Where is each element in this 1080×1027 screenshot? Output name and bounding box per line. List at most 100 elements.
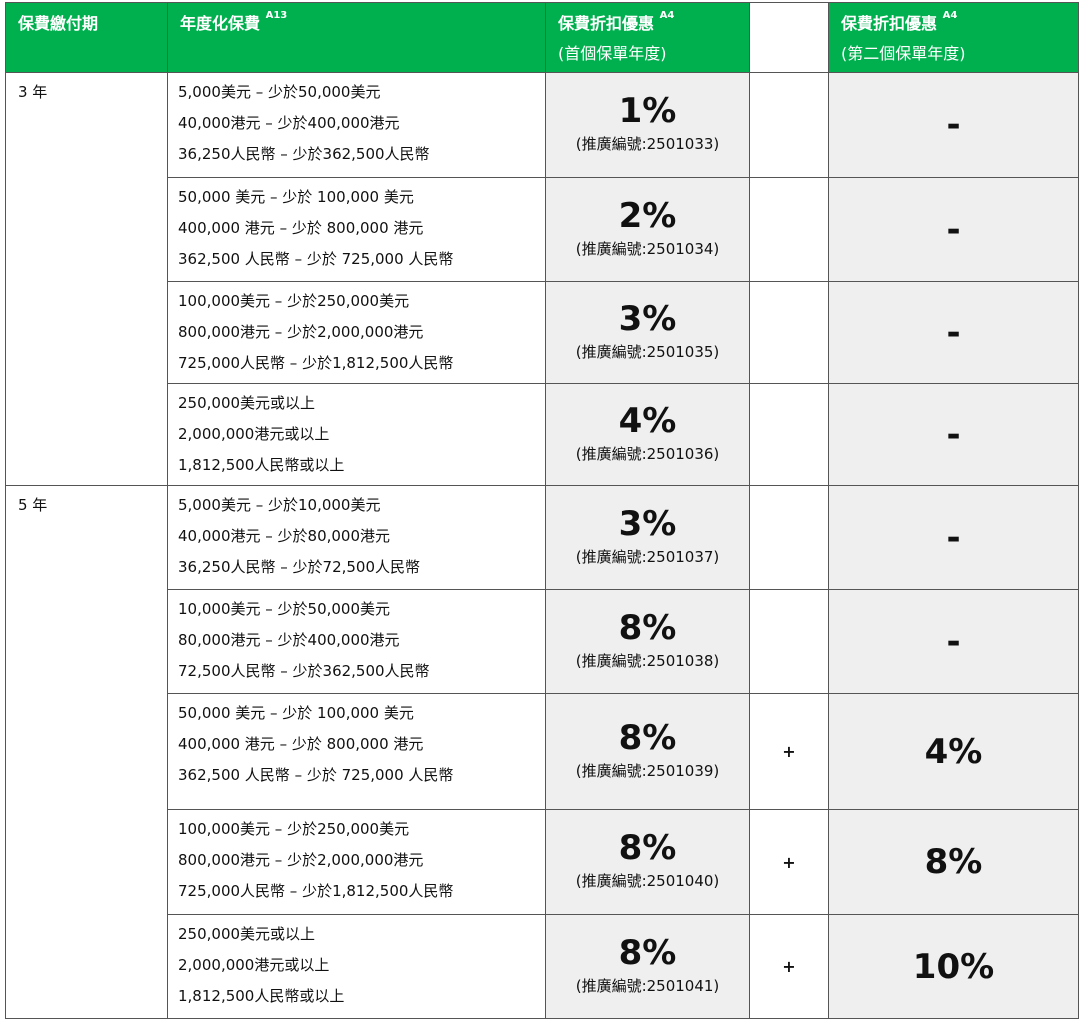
table-row: 5 年 5,000美元 – 少於10,000美元 40,000港元 – 少於80,0… [5, 485, 1079, 1019]
header-sublabel: (第二個保單年度) [841, 44, 966, 63]
premium-range-line: 10,000美元 – 少於50,000美元 [178, 600, 391, 618]
premium-range-cell: 250,000美元或以上 2,000,000港元或以上 1,812,500人民幣或以… [167, 914, 546, 1019]
premium-range-cell: 100,000美元 – 少於250,000美元 800,000港元 – 少於2,0… [167, 281, 546, 384]
premium-range-line: 800,000港元 – 少於2,000,000港元 [178, 851, 424, 869]
plus-sign-cell: + [749, 914, 829, 1019]
second-year-discount-cell: 10% [828, 914, 1079, 1019]
second-year-discount-cell: - [828, 281, 1079, 384]
premium-range-line: 36,250人民幣 – 少於72,500人民幣 [178, 558, 421, 576]
premium-range-line: 5,000美元 – 少於10,000美元 [178, 496, 381, 514]
plus-sign-cell [749, 281, 829, 384]
premium-range-line: 250,000美元或以上 [178, 394, 316, 412]
premium-range-line: 800,000港元 – 少於2,000,000港元 [178, 323, 424, 341]
footnote-ref: A13 [265, 10, 288, 21]
premium-range-cell: 50,000 美元 – 少於 100,000 美元 400,000 港元 – 少於… [167, 177, 546, 282]
plus-sign-cell [749, 177, 829, 282]
premium-range-line: 1,812,500人民幣或以上 [178, 456, 345, 474]
premium-range-cell: 5,000美元 – 少於10,000美元 40,000港元 – 少於80,000港… [167, 485, 546, 590]
header-annualized-premium: 年度化保費 A13 [167, 2, 546, 73]
premium-range-line: 40,000港元 – 少於80,000港元 [178, 527, 391, 545]
promo-code: (推廣編號:2501038) [575, 651, 720, 670]
premium-range-cell: 10,000美元 – 少於50,000美元 80,000港元 – 少於400,00… [167, 589, 546, 694]
promo-code: (推廣編號:2501037) [575, 547, 720, 566]
premium-range-line: 2,000,000港元或以上 [178, 425, 330, 443]
table-row: 50,000 美元 – 少於 100,000 美元 400,000 港元 – 少於… [6, 693, 1079, 810]
first-year-discount-cell: 3% (推廣編號:2501035) [545, 281, 750, 384]
header-payment-term: 保費繳付期 [5, 2, 168, 73]
first-year-discount-cell: 4% (推廣編號:2501036) [545, 383, 750, 486]
table-row: 100,000美元 – 少於250,000美元 800,000港元 – 少於2,0… [6, 281, 1079, 384]
premium-range-line: 362,500 人民幣 – 少於 725,000 人民幣 [178, 766, 454, 784]
premium-range-line: 400,000 港元 – 少於 800,000 港元 [178, 735, 424, 753]
premium-range-line: 362,500 人民幣 – 少於 725,000 人民幣 [178, 250, 454, 268]
header-blank [749, 2, 829, 73]
header-label: 保費折扣優惠 [841, 14, 938, 33]
first-year-discount-cell: 3% (推廣編號:2501037) [545, 485, 750, 590]
plus-sign-cell: + [749, 809, 829, 915]
table-row: 250,000美元或以上 2,000,000港元或以上 1,812,500人民幣或以… [6, 383, 1079, 486]
discount-percent: 8% [618, 607, 677, 648]
plus-sign-cell [749, 72, 829, 178]
premium-range-line: 100,000美元 – 少於250,000美元 [178, 820, 410, 838]
second-year-discount-cell: - [828, 589, 1079, 694]
promo-code: (推廣編號:2501040) [575, 872, 720, 890]
premium-range-line: 2,000,000港元或以上 [178, 956, 330, 974]
promo-code: (推廣編號:2501033) [575, 135, 720, 153]
premium-range-cell: 100,000美元 – 少於250,000美元 800,000港元 – 少於2,0… [167, 809, 546, 915]
premium-range-line: 250,000美元或以上 [178, 925, 316, 943]
premium-range-line: 5,000美元 – 少於50,000美元 [178, 83, 381, 101]
first-year-discount-cell: 8% (推廣編號:2501038) [545, 589, 750, 694]
second-year-discount-cell: 8% [828, 809, 1079, 915]
premium-range-line: 50,000 美元 – 少於 100,000 美元 [178, 704, 414, 722]
first-year-discount-cell: 1% (推廣編號:2501033) [545, 72, 750, 178]
plus-sign-cell [749, 485, 829, 590]
premium-range-line: 36,250人民幣 – 少於362,500人民幣 [178, 145, 430, 163]
payment-term-cell: 5 年 [5, 485, 168, 1019]
second-year-discount-cell: 4% [828, 693, 1079, 810]
second-year-discount-cell: - [828, 177, 1079, 282]
table-row: 10,000美元 – 少於50,000美元 80,000港元 – 少於400,00… [6, 589, 1079, 694]
discount-percent: 3% [618, 503, 677, 544]
premium-range-cell: 250,000美元或以上 2,000,000港元或以上 1,812,500人民幣或以… [167, 383, 546, 486]
discount-percent: 8% [618, 717, 677, 758]
plus-sign-cell [749, 589, 829, 694]
header-label: 年度化保費 [180, 14, 261, 33]
first-year-discount-cell: 8% (推廣編號:2501040) [545, 809, 750, 915]
premium-range-line: 40,000港元 – 少於400,000港元 [178, 114, 400, 132]
header-second-year-discount: 保費折扣優惠 A4 (第二個保單年度) [828, 2, 1079, 73]
footnote-ref: A4 [942, 10, 958, 21]
header-label: 保費折扣優惠 [558, 14, 655, 33]
first-year-discount-cell: 8% (推廣編號:2501041) [545, 914, 750, 1019]
premium-range-line: 72,500人民幣 – 少於362,500人民幣 [178, 662, 430, 680]
premium-range-line: 50,000 美元 – 少於 100,000 美元 [178, 188, 414, 206]
header-label: 保費繳付期 [18, 14, 99, 33]
discount-percent: 4% [618, 400, 677, 441]
second-year-discount-cell: - [828, 72, 1079, 178]
payment-term-cell: 3 年 [5, 72, 168, 486]
premium-range-cell: 5,000美元 – 少於50,000美元 40,000港元 – 少於400,000… [167, 72, 546, 178]
premium-range-line: 1,812,500人民幣或以上 [178, 987, 345, 1005]
plus-sign-cell: + [749, 693, 829, 810]
premium-range-line: 725,000人民幣 – 少於1,812,500人民幣 [178, 882, 454, 900]
first-year-discount-cell: 8% (推廣編號:2501039) [545, 693, 750, 810]
promo-code: (推廣編號:2501034) [575, 239, 720, 258]
premium-discount-table: 保費繳付期 年度化保費 A13 保費折扣優惠 A4 (首個保單年度) 保費折扣優惠… [5, 2, 1079, 1019]
discount-percent: 8% [618, 932, 677, 973]
first-year-discount-cell: 2% (推廣編號:2501034) [545, 177, 750, 282]
header-sublabel: (首個保單年度) [558, 44, 667, 63]
table-row: 50,000 美元 – 少於 100,000 美元 400,000 港元 – 少於… [6, 177, 1079, 282]
discount-percent: 2% [618, 195, 677, 236]
discount-percent: 8% [618, 828, 677, 868]
table-row: 3 年 5,000美元 – 少於50,000美元 40,000港元 – 少於400,… [5, 72, 1079, 486]
header-row: 保費繳付期 年度化保費 A13 保費折扣優惠 A4 (首個保單年度) 保費折扣優惠… [5, 2, 1079, 73]
premium-range-line: 400,000 港元 – 少於 800,000 港元 [178, 219, 424, 237]
premium-range-line: 725,000人民幣 – 少於1,812,500人民幣 [178, 354, 454, 372]
promo-code: (推廣編號:2501035) [575, 342, 720, 361]
table-row: 100,000美元 – 少於250,000美元 800,000港元 – 少於2,0… [6, 809, 1079, 915]
premium-range-line: 80,000港元 – 少於400,000港元 [178, 631, 400, 649]
second-year-discount-cell: - [828, 485, 1079, 590]
discount-percent: 1% [618, 91, 677, 131]
discount-percent: 3% [618, 298, 677, 339]
header-first-year-discount: 保費折扣優惠 A4 (首個保單年度) [545, 2, 750, 73]
table-row: 250,000美元或以上 2,000,000港元或以上 1,812,500人民幣或以… [6, 914, 1079, 1019]
